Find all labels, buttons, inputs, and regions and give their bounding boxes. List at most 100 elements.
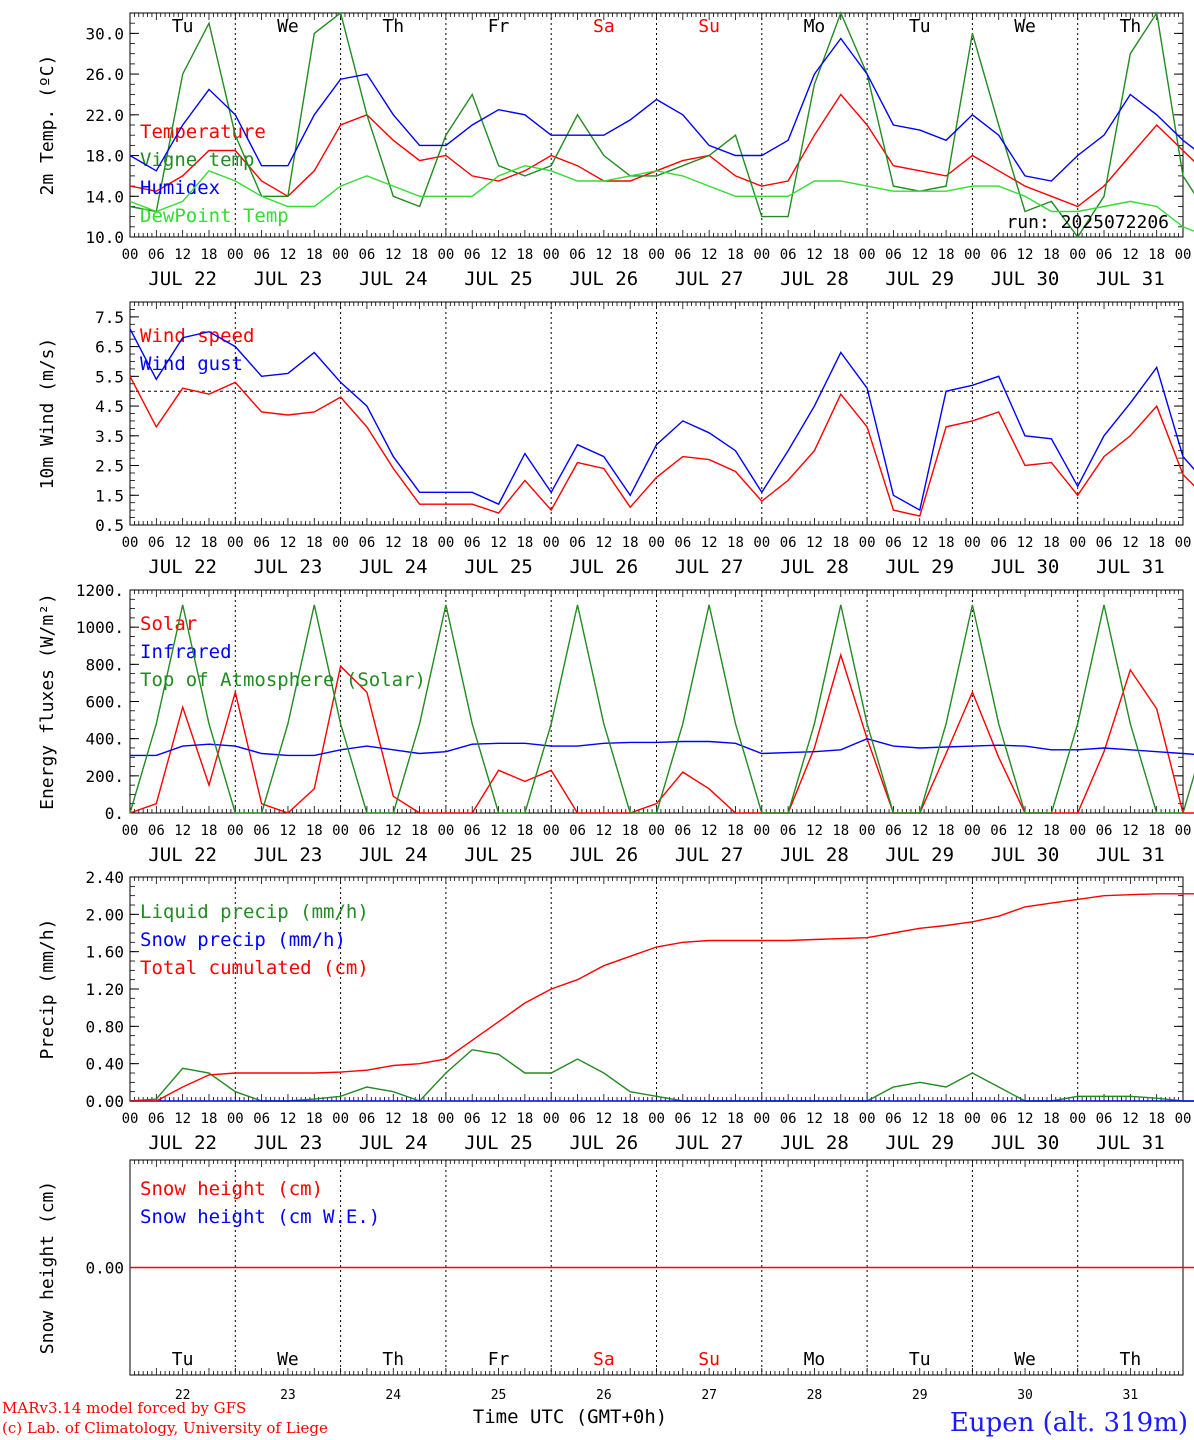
precip-hour-label: 12 xyxy=(280,1111,297,1127)
wind-hour-label: 18 xyxy=(1148,535,1165,551)
precip-date-label: JUL 24 xyxy=(359,1132,428,1154)
wind-hour-label: 18 xyxy=(516,535,533,551)
temperature-hour-label: 06 xyxy=(780,247,797,263)
temperature-hour-label: 12 xyxy=(911,247,928,263)
precip-hour-label: 00 xyxy=(122,1111,139,1127)
temperature-date-label: JUL 28 xyxy=(780,268,849,290)
temperature-date-label: JUL 22 xyxy=(148,268,217,290)
wind-hour-label: 06 xyxy=(148,535,165,551)
energy-y-tick-label: 400. xyxy=(85,730,124,749)
energy-hour-label: 12 xyxy=(701,823,718,839)
temperature-hour-label: 00 xyxy=(543,247,560,263)
precip-date-label: JUL 27 xyxy=(675,1132,744,1154)
precip-hour-label: 12 xyxy=(911,1111,928,1127)
energy-date-label: JUL 24 xyxy=(359,844,428,866)
energy-hour-label: 06 xyxy=(990,823,1007,839)
temperature-legend-entry: Vigne temp xyxy=(140,149,254,171)
precip-y-tick-label: 0.80 xyxy=(85,1017,124,1036)
wind-hour-label: 00 xyxy=(859,535,876,551)
wind-hour-label: 12 xyxy=(385,535,402,551)
day-number-label: 29 xyxy=(912,1388,928,1403)
wind-y-tick-label: 2.5 xyxy=(95,457,124,476)
day-number-label: 28 xyxy=(807,1388,823,1403)
energy-date-label: JUL 30 xyxy=(991,844,1060,866)
energy-hour-label: 12 xyxy=(490,823,507,839)
temperature-y-tick-label: 14.0 xyxy=(85,187,124,206)
precip-date-label: JUL 28 xyxy=(780,1132,849,1154)
temperature-date-label: JUL 27 xyxy=(675,268,744,290)
temperature-hour-label: 00 xyxy=(437,247,454,263)
energy-hour-label: 06 xyxy=(885,823,902,839)
energy-series-2 xyxy=(130,737,1194,757)
wind-y-tick-label: 0.5 xyxy=(95,516,124,535)
precip-hour-label: 18 xyxy=(516,1111,533,1127)
temperature-hour-label: 06 xyxy=(885,247,902,263)
energy-y-tick-label: 600. xyxy=(85,693,124,712)
temperature-hour-label: 00 xyxy=(1069,247,1086,263)
energy-hour-label: 00 xyxy=(227,823,244,839)
energy-date-label: JUL 31 xyxy=(1096,844,1165,866)
precip-hour-label: 12 xyxy=(806,1111,823,1127)
day-number-label: 25 xyxy=(491,1388,507,1403)
temperature-date-label: JUL 24 xyxy=(359,268,428,290)
weekday-label: Tu xyxy=(172,16,194,37)
snow-weekday-label: Tu xyxy=(909,1349,931,1370)
energy-hour-label: 06 xyxy=(1096,823,1113,839)
temperature-hour-label: 00 xyxy=(1175,247,1192,263)
energy-y-tick-label: 1000. xyxy=(76,618,124,637)
wind-hour-label: 18 xyxy=(306,535,323,551)
energy-legend-entry: Infrared xyxy=(140,641,232,663)
precip-hour-label: 00 xyxy=(332,1111,349,1127)
energy-hour-label: 12 xyxy=(174,823,191,839)
wind-hour-label: 06 xyxy=(569,535,586,551)
temperature-date-label: JUL 25 xyxy=(464,268,533,290)
temperature-hour-label: 00 xyxy=(859,247,876,263)
precip-hour-label: 18 xyxy=(938,1111,955,1127)
energy-hour-label: 12 xyxy=(1017,823,1034,839)
temperature-hour-label: 12 xyxy=(806,247,823,263)
wind-date-label: JUL 28 xyxy=(780,556,849,578)
precip-date-label: JUL 23 xyxy=(254,1132,323,1154)
precip-y-tick-label: 1.60 xyxy=(85,943,124,962)
precip-series-3 xyxy=(130,893,1194,1102)
wind-y-tick-label: 4.5 xyxy=(95,397,124,416)
energy-hour-label: 18 xyxy=(411,823,428,839)
temperature-hour-label: 00 xyxy=(964,247,981,263)
wind-hour-label: 06 xyxy=(990,535,1007,551)
energy-date-label: JUL 25 xyxy=(464,844,533,866)
precip-date-label: JUL 31 xyxy=(1096,1132,1165,1154)
wind-hour-label: 18 xyxy=(1043,535,1060,551)
snow-legend-entry: Snow height (cm W.E.) xyxy=(140,1206,380,1228)
wind-hour-label: 06 xyxy=(885,535,902,551)
temperature-hour-label: 12 xyxy=(490,247,507,263)
precip-hour-label: 00 xyxy=(648,1111,665,1127)
day-number-label: 31 xyxy=(1123,1388,1139,1403)
precip-hour-label: 06 xyxy=(674,1111,691,1127)
precip-legend-entry: Liquid precip (mm/h) xyxy=(140,901,369,923)
precip-date-label: JUL 22 xyxy=(148,1132,217,1154)
precip-hour-label: 12 xyxy=(595,1111,612,1127)
wind-date-label: JUL 22 xyxy=(148,556,217,578)
wind-hour-label: 12 xyxy=(595,535,612,551)
energy-hour-label: 12 xyxy=(1122,823,1139,839)
precip-hour-label: 06 xyxy=(780,1111,797,1127)
precip-hour-label: 18 xyxy=(622,1111,639,1127)
energy-hour-label: 18 xyxy=(832,823,849,839)
energy-hour-label: 12 xyxy=(385,823,402,839)
precip-hour-label: 00 xyxy=(1069,1111,1086,1127)
energy-y-tick-label: 800. xyxy=(85,655,124,674)
precip-hour-label: 00 xyxy=(437,1111,454,1127)
temperature-series-3 xyxy=(129,37,1194,182)
precip-y-tick-label: 1.20 xyxy=(85,980,124,999)
wind-hour-label: 12 xyxy=(1122,535,1139,551)
temperature-legend-entry: Humidex xyxy=(140,177,220,199)
temperature-hour-label: 18 xyxy=(727,247,744,263)
energy-hour-label: 18 xyxy=(938,823,955,839)
precip-hour-label: 06 xyxy=(253,1111,270,1127)
credit-lab: (c) Lab. of Climatology, University of L… xyxy=(2,1419,328,1437)
precip-legend-entry: Snow precip (mm/h) xyxy=(140,929,346,951)
precip-legend-entry: Total cumulated (cm) xyxy=(140,957,369,979)
temperature-hour-label: 18 xyxy=(411,247,428,263)
wind-hour-label: 00 xyxy=(964,535,981,551)
